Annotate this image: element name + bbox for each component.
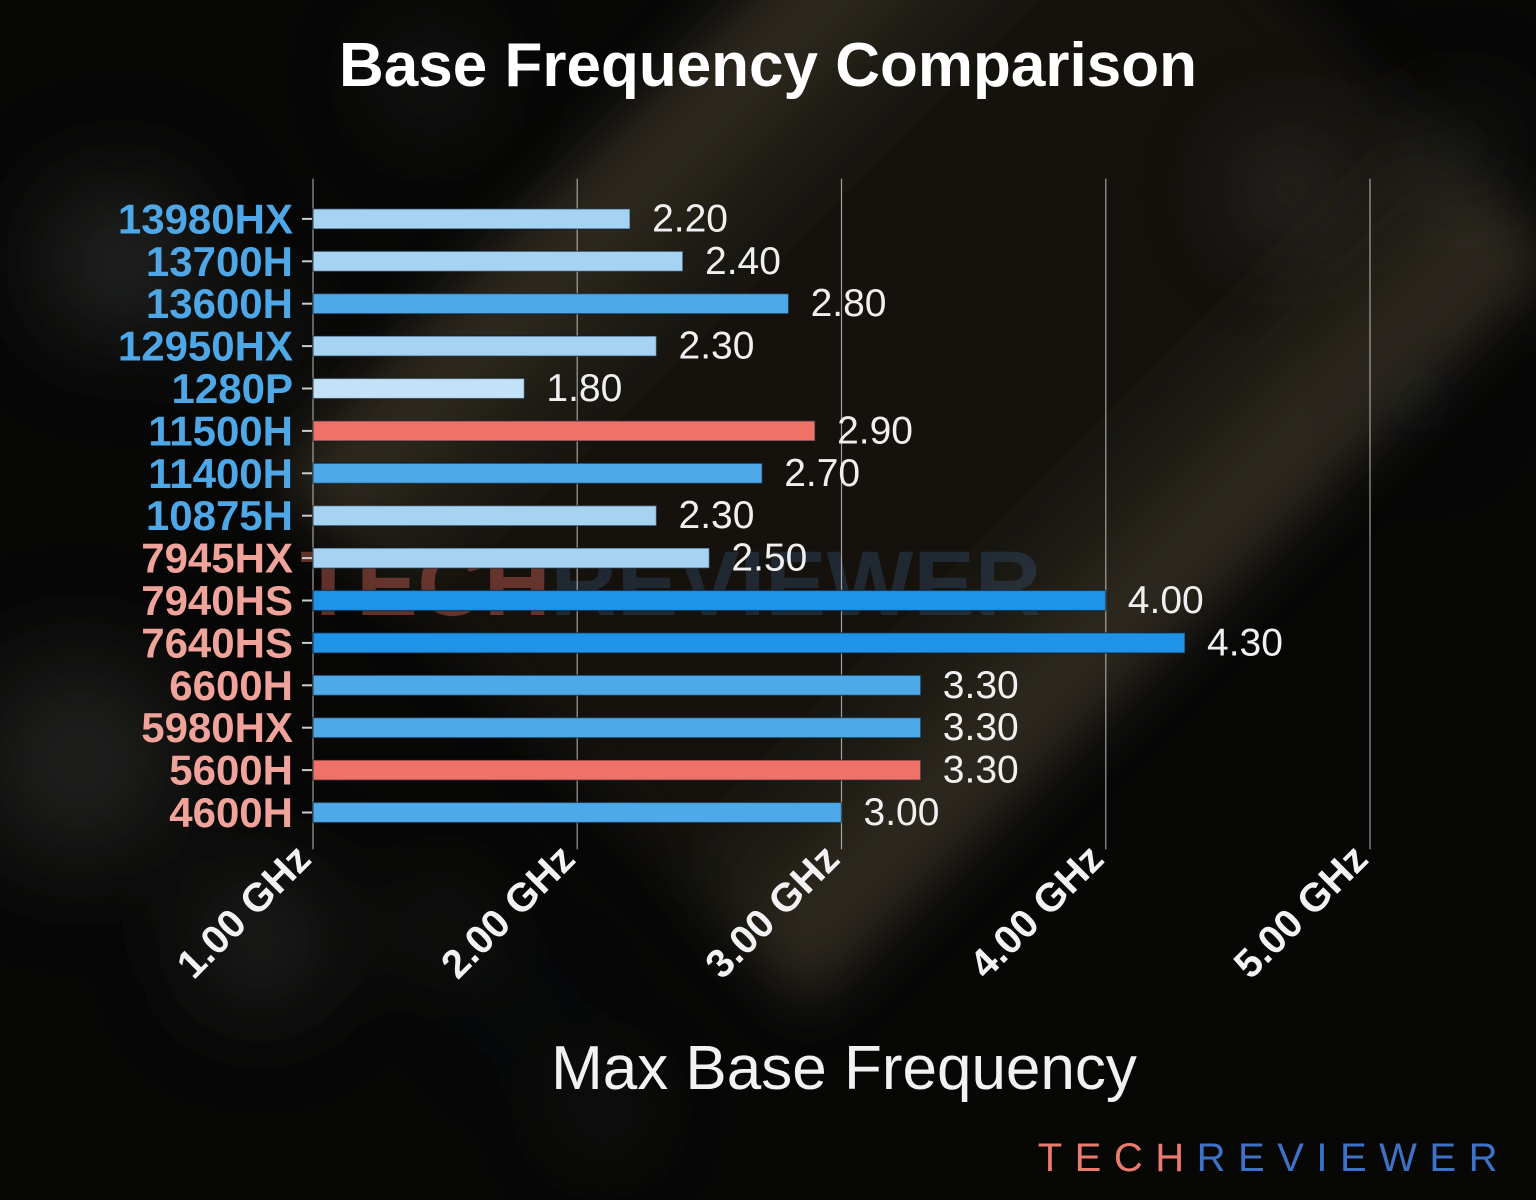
- svg-text:13600H: 13600H: [146, 280, 293, 327]
- svg-text:4.00 GHz: 4.00 GHz: [962, 836, 1113, 987]
- svg-text:11500H: 11500H: [148, 407, 293, 454]
- svg-text:2.00 GHz: 2.00 GHz: [433, 836, 584, 987]
- svg-text:1280P: 1280P: [172, 365, 293, 412]
- svg-text:3.00: 3.00: [864, 791, 940, 834]
- svg-text:5.00 GHz: 5.00 GHz: [1226, 836, 1377, 987]
- svg-text:1.00 GHz: 1.00 GHz: [169, 836, 320, 987]
- svg-text:5980HX: 5980HX: [141, 704, 293, 751]
- svg-text:2.30: 2.30: [679, 325, 755, 368]
- svg-text:11400H: 11400H: [148, 450, 293, 497]
- svg-text:2.70: 2.70: [784, 452, 860, 495]
- svg-text:2.50: 2.50: [731, 537, 807, 580]
- svg-text:3.30: 3.30: [943, 706, 1019, 749]
- svg-text:13980HX: 13980HX: [118, 195, 293, 242]
- svg-text:2.20: 2.20: [652, 197, 728, 240]
- svg-text:7640HS: 7640HS: [141, 619, 293, 666]
- svg-text:7940HS: 7940HS: [141, 577, 293, 624]
- svg-text:13700H: 13700H: [146, 238, 293, 285]
- svg-text:2.80: 2.80: [811, 282, 887, 325]
- svg-text:12950HX: 12950HX: [118, 323, 293, 370]
- svg-text:5600H: 5600H: [169, 747, 293, 794]
- svg-text:2.90: 2.90: [837, 409, 913, 452]
- svg-text:4.00: 4.00: [1128, 579, 1204, 622]
- svg-text:4.30: 4.30: [1207, 621, 1283, 664]
- svg-text:1.80: 1.80: [546, 367, 622, 410]
- svg-text:3.30: 3.30: [943, 749, 1019, 792]
- svg-text:10875H: 10875H: [146, 492, 293, 539]
- svg-text:4600H: 4600H: [169, 789, 293, 836]
- svg-text:2.30: 2.30: [679, 494, 755, 537]
- svg-text:3.00 GHz: 3.00 GHz: [697, 836, 848, 987]
- svg-text:3.30: 3.30: [943, 664, 1019, 707]
- svg-text:2.40: 2.40: [705, 240, 781, 283]
- svg-text:7945HX: 7945HX: [141, 535, 293, 582]
- svg-text:6600H: 6600H: [169, 662, 293, 709]
